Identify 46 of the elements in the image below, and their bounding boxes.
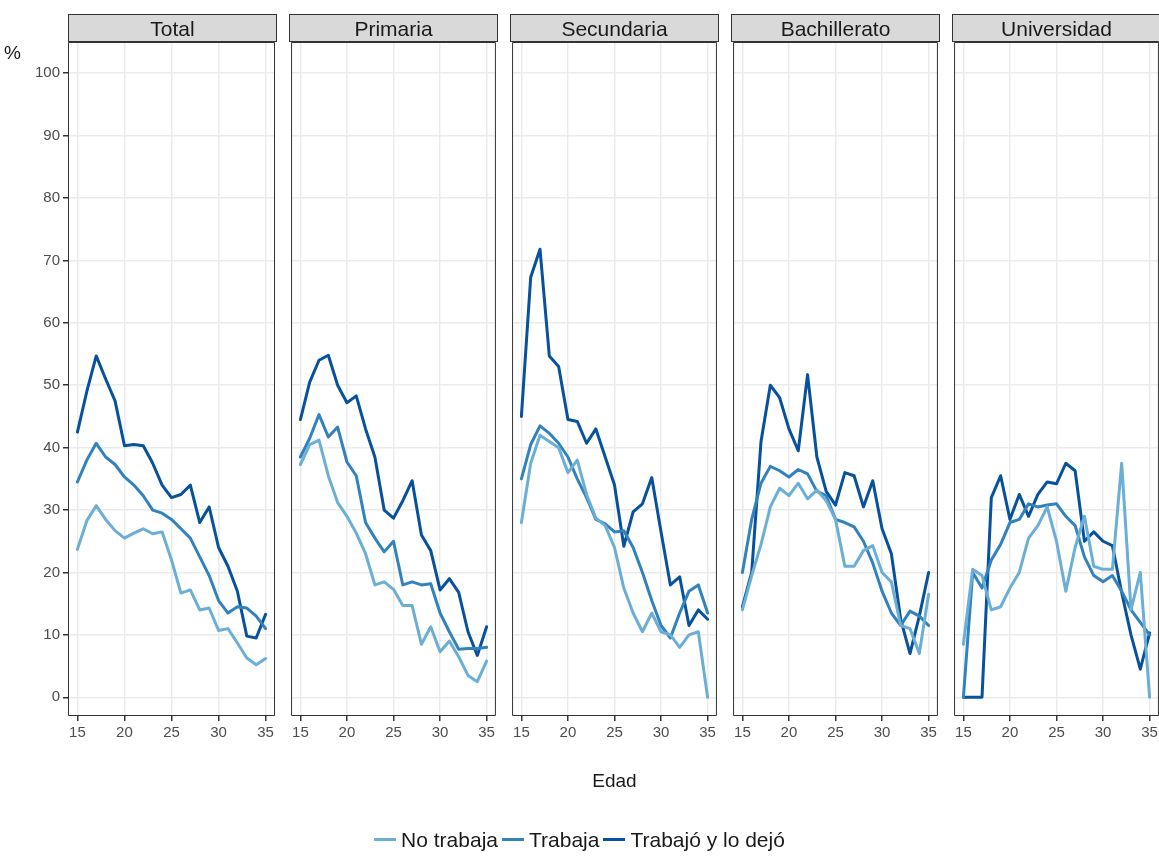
x-tick-label: 35	[478, 723, 495, 741]
chart-title: Total	[68, 14, 277, 42]
x-tick-label: 25	[827, 723, 844, 741]
x-tick-label: 20	[338, 723, 356, 741]
legend-label: Trabajó y lo dejó	[630, 827, 785, 852]
x-tick-label: 25	[163, 723, 180, 741]
x-tick-label: 25	[1048, 723, 1065, 741]
x-tick-label: 15	[513, 723, 530, 741]
y-tick-label: 10	[43, 625, 60, 643]
legend-label: Trabaja	[528, 827, 600, 852]
x-tick-label: 20	[1001, 723, 1019, 741]
y-tick-label: 90	[43, 125, 60, 143]
chart-title: Universidad	[952, 14, 1159, 42]
x-tick-label: 30	[1094, 723, 1112, 741]
x-axis-title: Edad	[592, 770, 637, 792]
x-tick-label: 35	[257, 723, 274, 741]
x-tick-label: 30	[873, 723, 891, 741]
y-tick-label: 40	[43, 437, 60, 455]
chart-title: Bachillerato	[731, 14, 940, 42]
y-tick-label: 0	[51, 687, 60, 705]
x-tick-label: 20	[116, 723, 133, 741]
x-tick-label: 20	[559, 723, 577, 741]
y-axis-title: %	[4, 42, 21, 64]
chart-title: Primaria	[289, 14, 498, 42]
x-tick-label: 15	[292, 723, 309, 741]
x-tick-label: 15	[69, 723, 86, 741]
x-tick-label: 20	[780, 723, 798, 741]
y-tick-label: 50	[43, 375, 60, 393]
legend-label: No trabaja	[401, 827, 498, 852]
y-tick-label: 60	[43, 312, 60, 330]
y-tick-label: 20	[43, 562, 60, 580]
x-tick-label: 25	[385, 723, 402, 741]
y-tick-label: 100	[34, 63, 60, 81]
x-tick-label: 35	[920, 723, 937, 741]
x-tick-label: 15	[734, 723, 751, 741]
y-tick-label: 80	[43, 188, 60, 206]
x-tick-label: 30	[431, 723, 449, 741]
x-tick-label: 30	[210, 723, 227, 741]
y-tick-label: 70	[43, 250, 60, 268]
x-tick-label: 35	[699, 723, 716, 741]
chart-title: Secundaria	[510, 14, 719, 42]
x-tick-label: 30	[652, 723, 670, 741]
x-tick-label: 15	[955, 723, 972, 741]
y-tick-label: 30	[43, 500, 60, 518]
x-tick-label: 25	[606, 723, 623, 741]
x-tick-label: 35	[1141, 723, 1158, 741]
